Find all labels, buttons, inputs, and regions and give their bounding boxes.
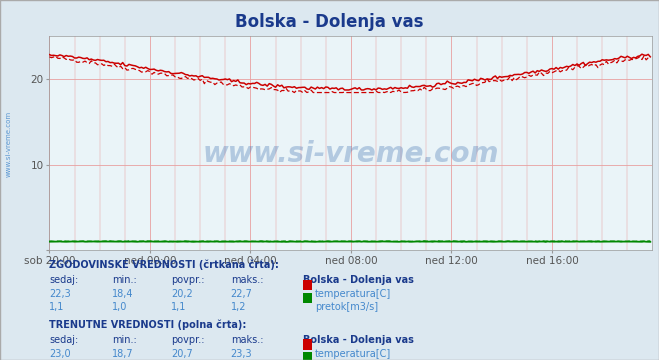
Text: 22,7: 22,7	[231, 289, 252, 299]
Text: pretok[m3/s]: pretok[m3/s]	[315, 302, 378, 312]
Text: maks.:: maks.:	[231, 275, 263, 285]
Text: 23,3: 23,3	[231, 349, 252, 359]
Text: www.si-vreme.com: www.si-vreme.com	[203, 140, 499, 168]
Text: 18,4: 18,4	[112, 289, 134, 299]
Text: sedaj:: sedaj:	[49, 334, 78, 345]
Text: 20,2: 20,2	[171, 289, 193, 299]
Text: min.:: min.:	[112, 334, 137, 345]
Text: 1,1: 1,1	[49, 302, 65, 312]
Text: sedaj:: sedaj:	[49, 275, 78, 285]
Text: povpr.:: povpr.:	[171, 334, 205, 345]
Text: 1,2: 1,2	[231, 302, 246, 312]
Text: TRENUTNE VREDNOSTI (polna črta):: TRENUTNE VREDNOSTI (polna črta):	[49, 320, 247, 330]
Text: 18,7: 18,7	[112, 349, 134, 359]
Text: ZGODOVINSKE VREDNOSTI (črtkana črta):: ZGODOVINSKE VREDNOSTI (črtkana črta):	[49, 260, 279, 270]
Text: 22,3: 22,3	[49, 289, 71, 299]
Text: www.si-vreme.com: www.si-vreme.com	[5, 111, 11, 177]
Text: 23,0: 23,0	[49, 349, 71, 359]
Text: 20,7: 20,7	[171, 349, 193, 359]
Text: Bolska - Dolenja vas: Bolska - Dolenja vas	[235, 13, 424, 31]
Text: povpr.:: povpr.:	[171, 275, 205, 285]
Text: Bolska - Dolenja vas: Bolska - Dolenja vas	[303, 334, 414, 345]
Text: 1,0: 1,0	[112, 302, 127, 312]
Text: maks.:: maks.:	[231, 334, 263, 345]
Text: Bolska - Dolenja vas: Bolska - Dolenja vas	[303, 275, 414, 285]
Text: min.:: min.:	[112, 275, 137, 285]
Text: 1,1: 1,1	[171, 302, 186, 312]
Text: temperatura[C]: temperatura[C]	[315, 289, 391, 299]
Text: temperatura[C]: temperatura[C]	[315, 349, 391, 359]
